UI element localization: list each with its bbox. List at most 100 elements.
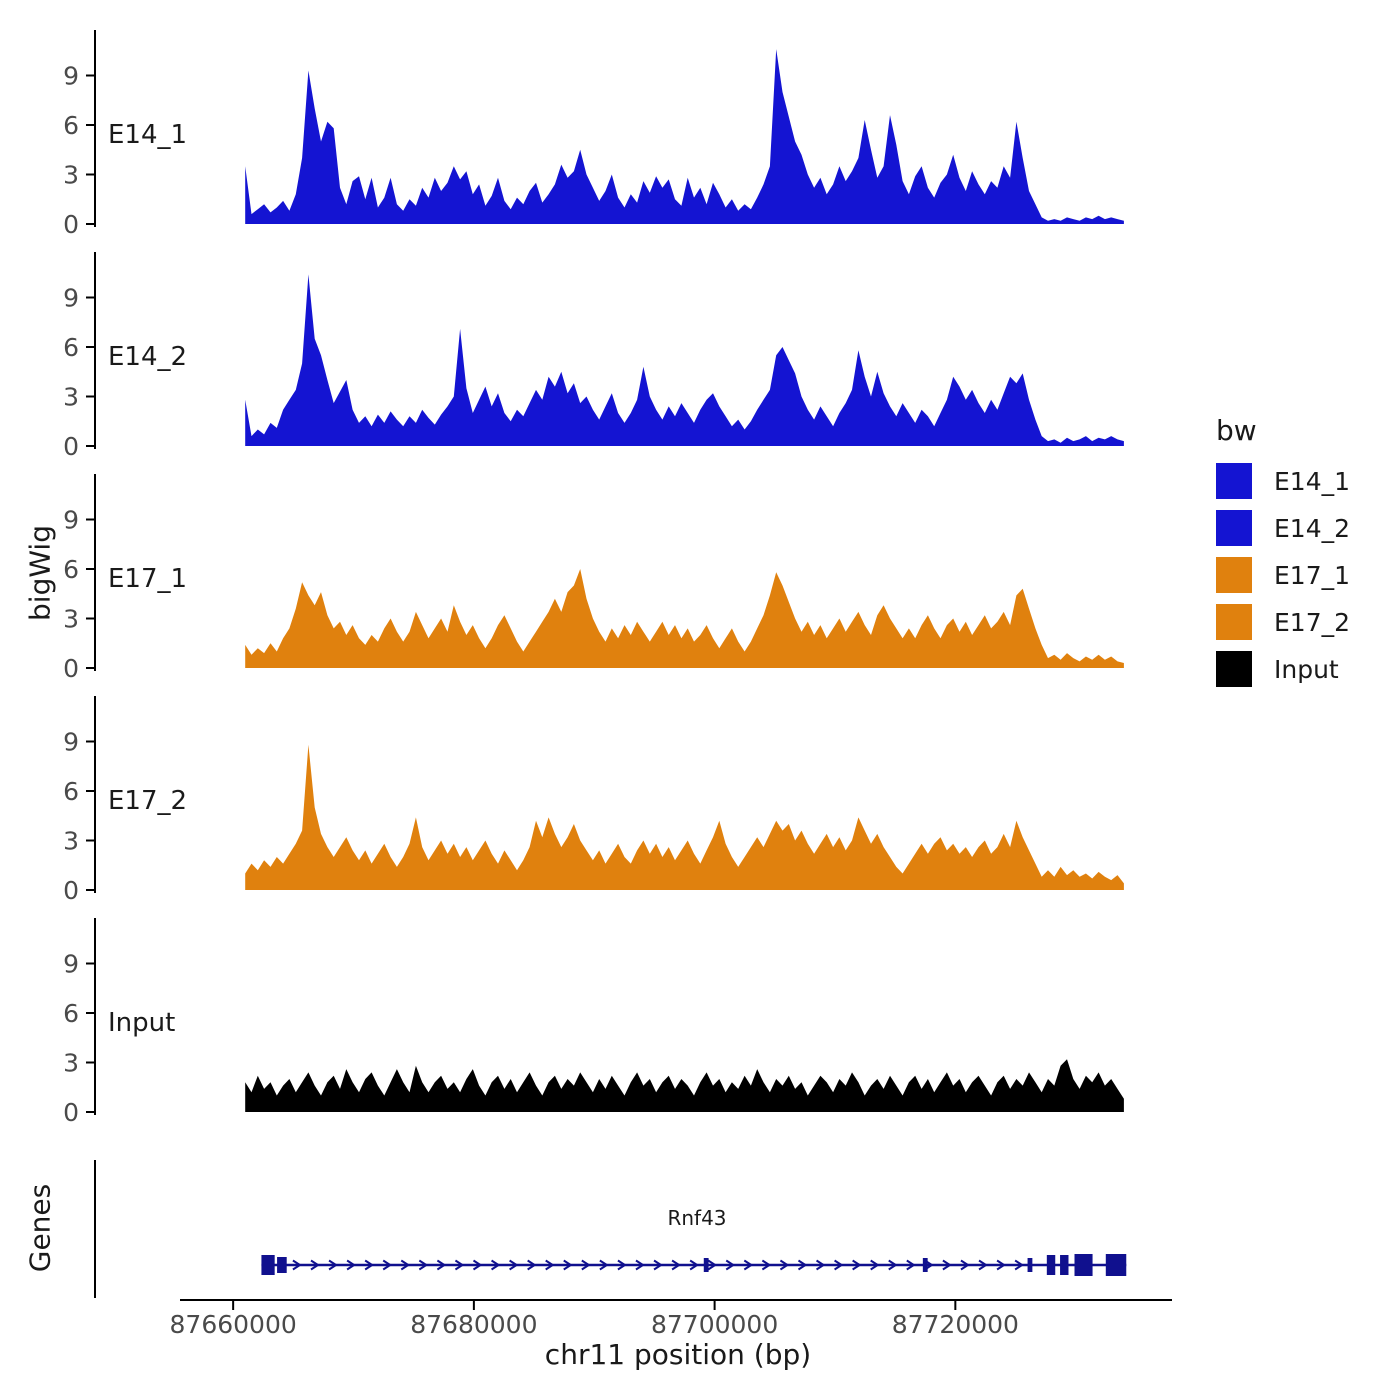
- y-tick-label: 0: [63, 1098, 79, 1127]
- gene-strand-arrow: [707, 1259, 718, 1271]
- legend-item: Input: [1216, 651, 1350, 687]
- gene-exon: [1074, 1254, 1093, 1276]
- x-axis-title: chr11 position (bp): [544, 1338, 812, 1371]
- legend-item: E14_2: [1216, 510, 1350, 546]
- x-tick-label: 87720000: [892, 1310, 1019, 1339]
- y-tick-label: 6: [63, 111, 79, 140]
- gene-strand-arrow: [761, 1259, 772, 1271]
- track-label-input: Input: [108, 1008, 176, 1038]
- gene-strand-arrow: [779, 1259, 790, 1271]
- gene-exon: [1027, 1258, 1033, 1272]
- y-tick-label: 9: [63, 62, 79, 91]
- gene-strand-arrow: [671, 1259, 681, 1271]
- gene-strand-arrow: [888, 1259, 898, 1271]
- gene-exon: [1046, 1255, 1056, 1275]
- gene-strand-arrow: [960, 1259, 970, 1271]
- gene-strand-arrow: [527, 1259, 537, 1271]
- y-tick-label: 6: [63, 555, 79, 584]
- legend-swatch-e17-1: [1216, 557, 1252, 593]
- x-tick-label: 87700000: [651, 1310, 778, 1339]
- legend-item: E17_1: [1216, 557, 1350, 593]
- legend-item-label: Input: [1274, 654, 1339, 684]
- legend-title: bw: [1216, 414, 1257, 447]
- gene-strand-arrow: [689, 1259, 699, 1271]
- gene-strand-arrow: [364, 1259, 375, 1271]
- gene-exon: [277, 1257, 287, 1273]
- y-tick-label: 0: [63, 210, 79, 239]
- legend-item: E17_2: [1216, 604, 1350, 640]
- gene-strand-arrow: [454, 1259, 465, 1271]
- genes-axis-title: Genes: [23, 1183, 57, 1273]
- y-tick-label: 3: [63, 605, 79, 634]
- y-tick-label: 0: [63, 432, 79, 461]
- y-tick-label: 9: [63, 284, 79, 313]
- gene-strand-arrow: [834, 1259, 844, 1271]
- legend-swatch-e14-2: [1216, 510, 1252, 546]
- y-axis-title: bigWig: [23, 525, 57, 621]
- coverage-area-e17_2: [245, 744, 1124, 890]
- gene-strand-arrow: [906, 1259, 916, 1271]
- gene-exon: [922, 1258, 928, 1272]
- gene-strand-arrow: [418, 1259, 429, 1271]
- gene-strand-arrow: [797, 1259, 808, 1271]
- gene-strand-arrow: [472, 1259, 483, 1271]
- legend-item-label: E14_2: [1274, 513, 1351, 543]
- gene-strand-arrow: [978, 1259, 988, 1271]
- gene-exon: [1105, 1254, 1127, 1276]
- y-tick-label: 9: [63, 950, 79, 979]
- x-tick-label: 87660000: [170, 1310, 297, 1339]
- gene-strand-arrow: [1014, 1259, 1024, 1271]
- y-tick-label: 3: [63, 161, 79, 190]
- gene-strand-arrow: [328, 1259, 338, 1271]
- y-tick-label: 6: [63, 999, 79, 1028]
- gene-strand-arrow: [870, 1259, 880, 1271]
- gene-strand-arrow: [653, 1259, 663, 1271]
- gene-strand-arrow: [725, 1259, 736, 1271]
- gene-strand-arrow: [852, 1259, 862, 1271]
- gene-strand-arrow: [545, 1259, 555, 1271]
- gene-strand-arrow: [996, 1259, 1006, 1271]
- legend-item: E14_1: [1216, 463, 1350, 499]
- gene-strand-arrow: [617, 1259, 627, 1271]
- legend-swatch-input: [1216, 651, 1252, 687]
- gene-strand-arrow: [743, 1259, 754, 1271]
- gene-strand-arrow: [599, 1259, 609, 1271]
- legend-item-label: E17_1: [1274, 560, 1351, 590]
- coverage-area-e14_1: [245, 49, 1124, 224]
- gene-strand-arrow: [563, 1259, 573, 1271]
- gene-strand-arrow: [436, 1259, 447, 1271]
- gene-strand-arrow: [400, 1259, 411, 1271]
- track-label-e14-1: E14_1: [108, 120, 188, 150]
- gene-strand-arrow: [346, 1259, 356, 1271]
- y-tick-label: 3: [63, 383, 79, 412]
- legend-swatch-e14-1: [1216, 463, 1252, 499]
- gene-strand-arrow: [292, 1259, 302, 1271]
- track-label-e17-2: E17_2: [108, 786, 188, 816]
- y-tick-label: 0: [63, 876, 79, 905]
- y-tick-label: 3: [63, 1049, 79, 1078]
- y-tick-label: 9: [63, 506, 79, 535]
- y-tick-label: 6: [63, 333, 79, 362]
- gene-exon: [703, 1258, 709, 1272]
- coverage-area-e14_2: [245, 274, 1124, 446]
- gene-exon: [1060, 1255, 1069, 1275]
- gene-strand-arrow: [942, 1259, 952, 1271]
- track-label-e14-2: E14_2: [108, 342, 188, 372]
- y-tick-label: 6: [63, 777, 79, 806]
- gene-name-label: Rnf43: [667, 1206, 727, 1230]
- gene-strand-arrow: [382, 1259, 393, 1271]
- y-tick-label: 0: [63, 654, 79, 683]
- gene-strand-arrow: [310, 1259, 320, 1271]
- gene-strand-arrow: [509, 1259, 519, 1271]
- legend-item-label: E17_2: [1274, 607, 1351, 637]
- coverage-area-e17_1: [245, 569, 1124, 668]
- x-tick-label: 87680000: [410, 1310, 537, 1339]
- track-label-e17-1: E17_1: [108, 564, 188, 594]
- y-tick-label: 3: [63, 827, 79, 856]
- gene-strand-arrow: [491, 1259, 501, 1271]
- gene-strand-arrow: [635, 1259, 645, 1271]
- y-tick-label: 9: [63, 728, 79, 757]
- legend-swatch-e17-2: [1216, 604, 1252, 640]
